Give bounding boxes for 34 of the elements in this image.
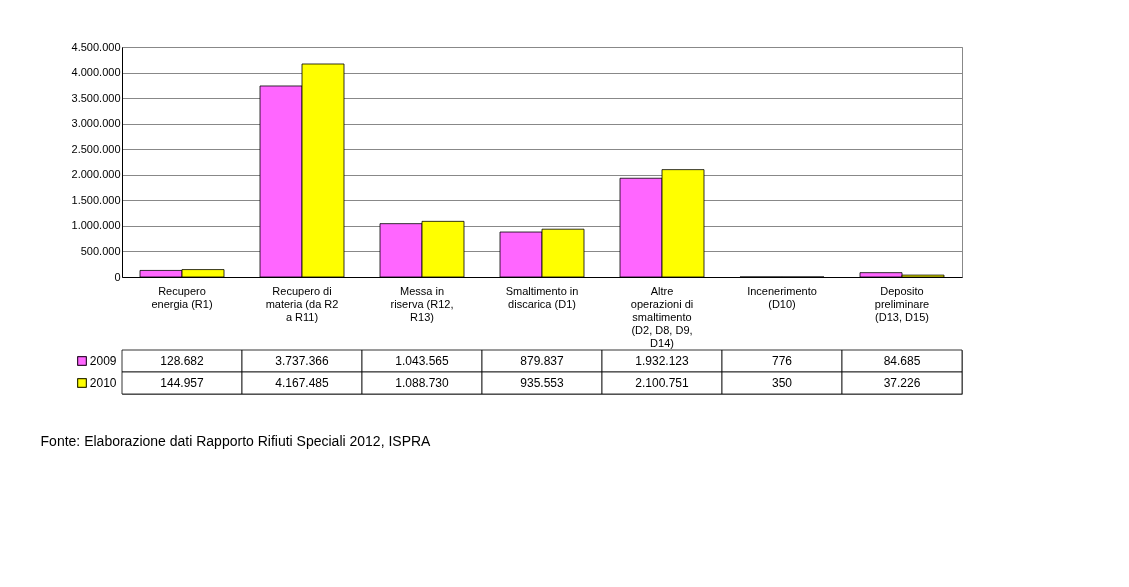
x-tick-label: Altre operazioni di smaltimento (D2, D8, D9, D14) [630,284,694,349]
y-tick-label: 1.500.000 [71,193,121,206]
source-note: Fonte: Elaborazione dati Rapporto Rifiuti Speciali 2012, ISPRA [40,432,432,449]
y-tick-label: 2.000.000 [71,168,121,181]
data-label: 776 [771,354,793,368]
data-label: 144.957 [160,376,205,390]
y-tick-label: 2.500.000 [71,142,121,155]
data-label: 1.043.565 [395,354,450,368]
data-label: 2.100.751 [635,376,690,390]
y-tick-label: 500.000 [80,244,121,257]
legend-label: 2010 [89,376,117,390]
data-label: 3.737.366 [275,354,330,368]
data-label: 879.837 [520,354,565,368]
x-tick-label: Smaltimento in discarica (D1) [505,284,579,310]
y-tick-label: 4.500.000 [71,40,121,53]
data-label: 1.932.123 [635,354,690,368]
y-tick-label: 3.000.000 [71,117,121,130]
data-label: 1.088.730 [395,376,450,390]
y-tick-label: 0 [114,270,121,283]
data-label: 128.682 [160,354,205,368]
x-tick-label: Recupero energia (R1) [151,284,213,310]
x-tick-label: Recupero di materia (da R2 a R11) [265,284,339,323]
data-label: 84.685 [883,354,921,368]
x-tick-label: Deposito preliminare (D13, D15) [874,284,930,323]
y-tick-label: 3.500.000 [71,91,121,104]
y-tick-label: 1.000.000 [71,219,121,232]
x-tick-label: Incenerimento (D10) [747,284,817,310]
data-label: 4.167.485 [275,376,330,390]
legend-label: 2009 [89,354,117,368]
y-tick-label: 4.000.000 [71,66,121,79]
data-label: 350 [771,376,793,390]
data-label: 935.553 [520,376,565,390]
data-label: 37.226 [883,376,921,390]
x-tick-label: Messa in riserva (R12, R13) [390,284,454,323]
